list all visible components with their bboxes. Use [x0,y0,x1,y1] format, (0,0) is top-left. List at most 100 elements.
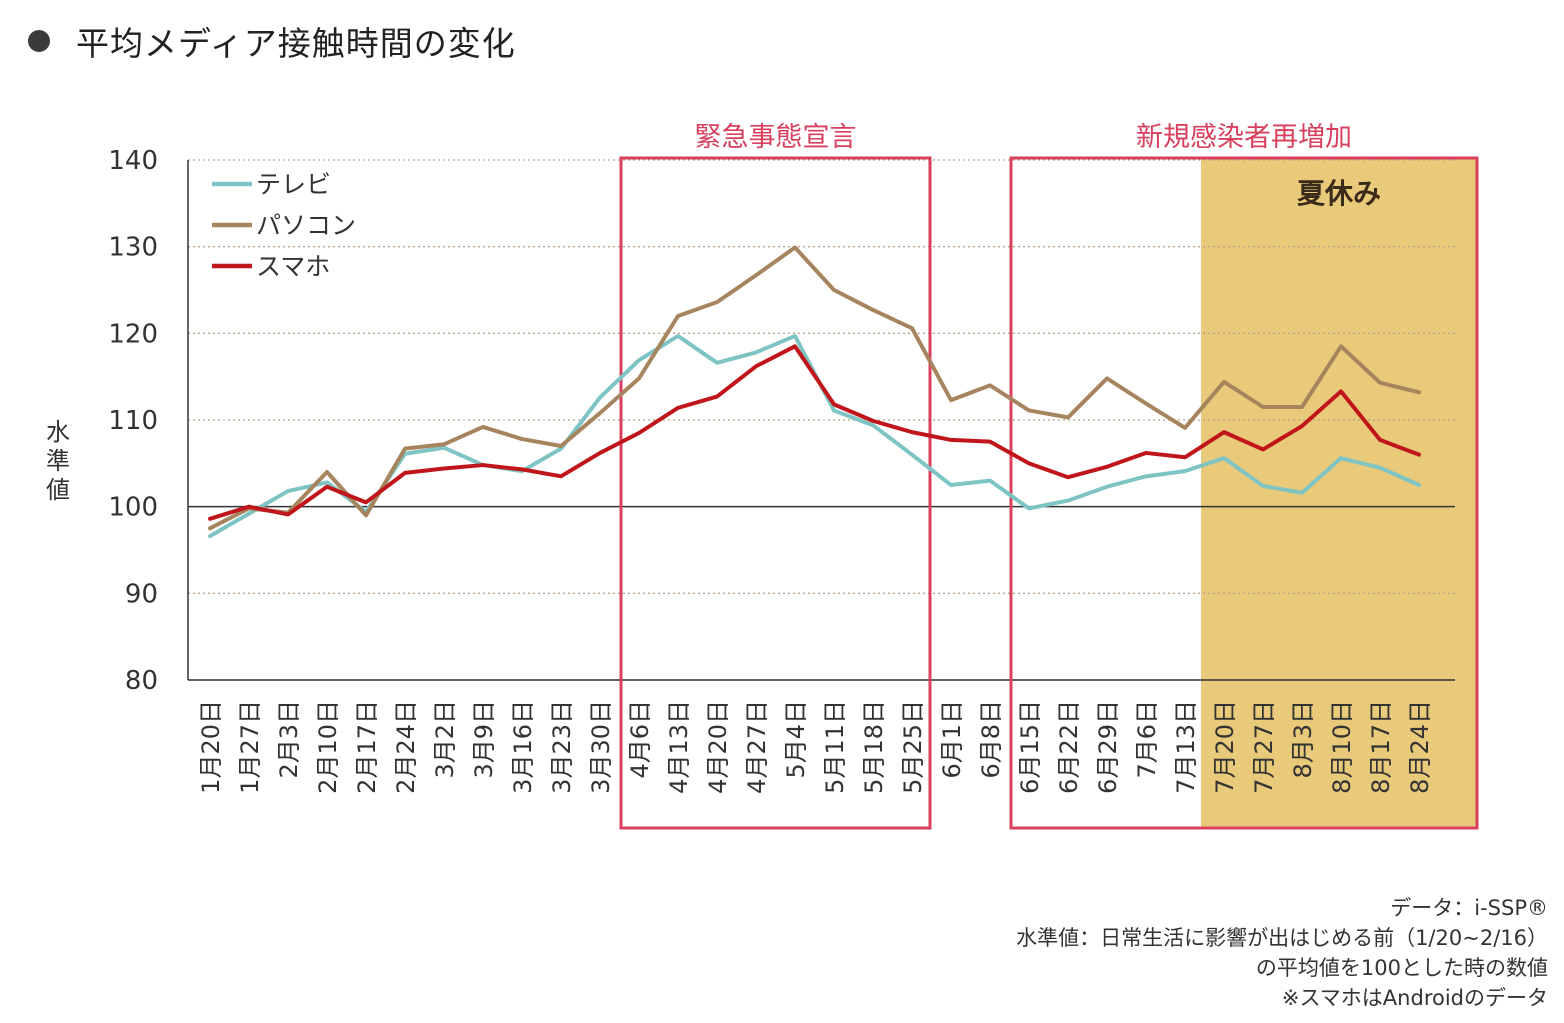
x-tick-label: 8月3日 [1289,700,1317,779]
data-point-2 [949,438,953,442]
data-point-2 [1378,438,1382,442]
data-point-0 [1183,469,1187,473]
data-point-2 [637,431,641,435]
data-point-0 [247,512,251,516]
x-tick-label: 4月27日 [743,700,771,794]
data-point-0 [1339,456,1343,460]
data-point-1 [715,300,719,304]
x-tick-label: 5月18日 [860,700,888,794]
x-tick-label: 1月27日 [236,700,264,794]
data-point-1 [910,326,914,330]
note-source: データ：i-SSP® [1390,896,1548,920]
data-point-1 [364,513,368,517]
data-point-1 [637,376,641,380]
data-point-1 [1222,380,1226,384]
data-point-2 [364,500,368,504]
data-point-2 [793,344,797,348]
summer-shade [1201,158,1477,828]
note-android: ※スマホはAndroidのデータ [1281,986,1548,1010]
data-point-0 [949,483,953,487]
legend-label: スマホ [256,252,330,281]
data-point-0 [793,334,797,338]
x-tick-label: 7月6日 [1133,700,1161,779]
data-point-0 [1144,474,1148,478]
data-point-2 [715,395,719,399]
data-point-1 [1144,402,1148,406]
data-point-1 [598,411,602,415]
x-tick-label: 4月13日 [665,700,693,794]
y-tick-label: 80 [125,666,158,696]
data-point-2 [988,440,992,444]
y-tick-label: 130 [108,233,158,263]
data-point-2 [1105,465,1109,469]
x-tick-label: 7月27日 [1250,700,1278,794]
data-point-1 [1378,381,1382,385]
x-tick-label: 8月24日 [1406,700,1434,794]
data-point-1 [754,273,758,277]
x-tick-label: 3月23日 [548,700,576,794]
data-point-2 [871,419,875,423]
note-baseline-cont: の平均値を100とした時の数値 [1255,956,1548,980]
data-point-2 [325,485,329,489]
data-point-2 [1222,430,1226,434]
data-point-2 [559,474,563,478]
y-tick-label: 100 [108,493,158,523]
data-point-1 [1066,415,1070,419]
data-point-0 [754,350,758,354]
data-point-2 [481,463,485,467]
data-point-1 [988,383,992,387]
x-tick-label: 6月1日 [938,700,966,779]
x-tick-label: 7月13日 [1172,700,1200,794]
data-point-0 [286,489,290,493]
data-point-1 [871,308,875,312]
data-point-1 [1105,376,1109,380]
data-point-0 [1300,491,1304,495]
x-tick-label: 2月17日 [353,700,381,794]
data-point-0 [1378,466,1382,470]
data-point-1 [442,442,446,446]
annotation-label: 新規感染者再増加 [1136,122,1352,153]
data-point-2 [1183,455,1187,459]
data-point-0 [1066,499,1070,503]
x-tick-label: 6月29日 [1094,700,1122,794]
x-tick-label: 6月22日 [1055,700,1083,794]
y-axis-label-char: 準 [46,447,70,475]
x-tick-label: 5月25日 [899,700,927,794]
y-tick-label: 140 [108,146,158,176]
data-point-0 [325,480,329,484]
data-point-2 [1261,447,1265,451]
chart-title-text: 平均メディア接触時間の変化 [76,24,516,63]
data-point-2 [1027,461,1031,465]
legend-label: パソコン [256,211,356,240]
data-point-1 [1417,390,1421,394]
x-tick-label: 6月8日 [977,700,1005,779]
data-point-2 [676,406,680,410]
data-point-0 [1105,485,1109,489]
data-point-1 [481,425,485,429]
data-point-1 [949,398,953,402]
data-point-1 [1027,408,1031,412]
y-tick-label: 90 [125,579,158,609]
data-point-1 [832,288,836,292]
x-tick-label: 3月9日 [470,700,498,779]
data-point-1 [676,314,680,318]
y-tick-label: 120 [108,319,158,349]
data-point-0 [208,534,212,538]
x-tick-label: 2月24日 [392,700,420,794]
data-point-1 [520,437,524,441]
data-point-1 [1261,405,1265,409]
data-point-2 [403,471,407,475]
x-tick-label: 4月6日 [626,700,654,779]
y-axis-label-char: 値 [46,476,70,504]
x-tick-label: 2月10日 [314,700,342,794]
data-point-1 [793,246,797,250]
y-axis-label-char: 水 [46,418,70,446]
series-line-1 [208,245,1421,531]
data-point-0 [1417,483,1421,487]
data-point-1 [403,447,407,451]
data-point-0 [832,408,836,412]
y-axis-label: 水準値 [42,418,74,505]
data-point-2 [247,505,251,509]
data-point-2 [1066,475,1070,479]
